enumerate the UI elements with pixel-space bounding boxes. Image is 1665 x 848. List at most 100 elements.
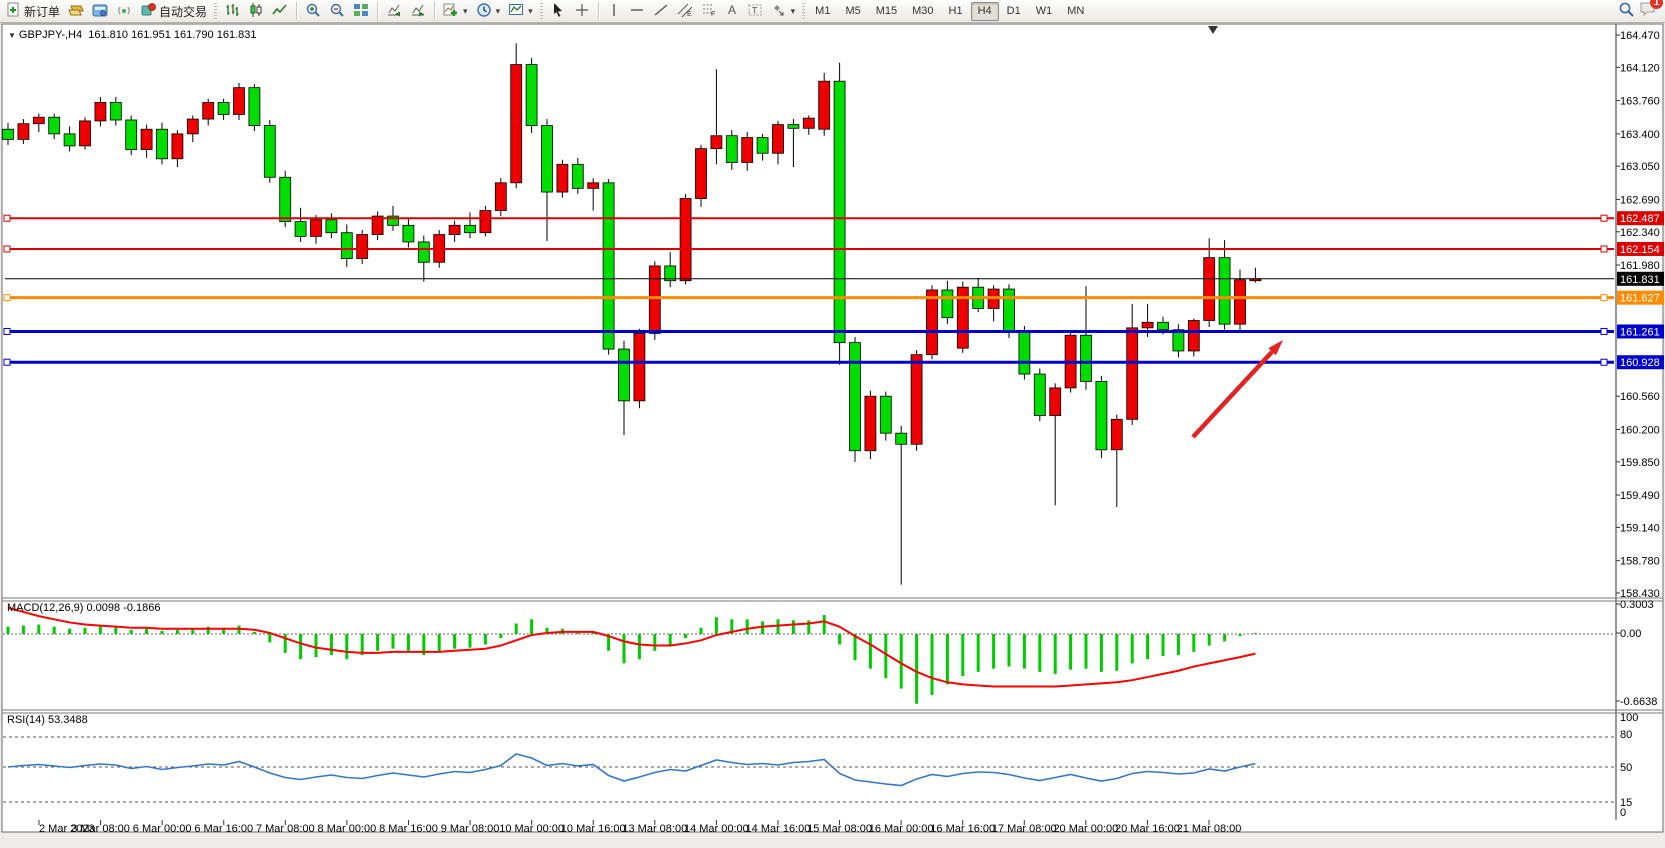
chart-shift-button[interactable] [406,1,430,22]
timeframe-m15[interactable]: M15 [869,2,904,21]
trendline-button[interactable] [649,1,673,22]
candle-body [1095,381,1108,451]
line-end-marker[interactable] [3,245,11,253]
price-tick-label: 159.850 [1620,457,1660,469]
price-badge [1617,271,1664,286]
line-end-marker[interactable] [3,358,11,366]
candle-body [32,116,45,125]
line-end-marker[interactable] [3,214,11,222]
zoom-out-button[interactable] [325,1,349,22]
indicators-button[interactable]: ▾ [439,1,472,22]
cursor-button[interactable] [546,1,570,22]
price-badge-label: 161.261 [1620,326,1660,338]
line-end-marker[interactable] [3,327,11,335]
timeframe-mn[interactable]: MN [1060,2,1091,21]
label-button[interactable]: T [743,1,767,22]
trendline-icon [653,2,669,21]
candle-body [1234,279,1246,325]
hline-button[interactable] [625,1,649,22]
timeframe-m5[interactable]: M5 [838,2,867,21]
rsi-name: RSI(14) [7,714,45,726]
candlestick-button[interactable] [244,1,268,22]
date-tick-label: 6 Mar 16:00 [194,823,253,835]
candle-body [818,80,831,130]
candle-body [587,182,600,189]
macd-value-signal: -0.1866 [123,602,161,614]
candle-body [125,119,138,150]
candle-body [802,117,815,129]
shapes-button[interactable]: ▾ [767,1,800,22]
terminal-button[interactable] [88,1,112,22]
new-order-icon [6,2,21,20]
bar-chart-button[interactable] [220,1,244,22]
tile-windows-button[interactable] [349,1,373,22]
arrow-head[interactable] [1268,340,1283,356]
macd-scale-label: -0.6638 [1620,696,1657,708]
candle-body [571,163,584,189]
date-tick-label: 10 Mar 00:00 [499,823,564,835]
chart-canvas[interactable]: 164.470 164.120 163.760 163.400 163.050 162.6… [0,23,1665,843]
line-end-marker[interactable] [1600,327,1608,335]
timeframe-w1[interactable]: W1 [1029,2,1060,21]
price-axis[interactable]: 164.470 164.120 163.760 163.400 163.050 162.6… [1616,30,1664,600]
indicators-icon [443,2,459,21]
candle-body [494,182,507,211]
price-badge-label: 160.928 [1620,357,1660,369]
zoom-in-button[interactable] [301,1,325,22]
chart-region: 164.470 164.120 163.760 163.400 163.050 162.6… [0,23,1665,843]
text-icon: A [725,2,739,21]
macd-name: MACD(12,26,9) [7,602,84,614]
line-chart-button[interactable] [268,1,292,22]
price-tick-label: 159.490 [1620,490,1660,502]
periods-button[interactable]: ▾ [472,1,505,22]
candle-body [371,215,384,235]
auto-scroll-button[interactable] [382,1,406,22]
line-end-marker[interactable] [1600,245,1608,253]
line-end-marker[interactable] [1600,294,1608,302]
vline-button[interactable] [603,1,625,22]
arrow-shaft[interactable] [1191,350,1274,439]
timeframe-m1[interactable]: M1 [808,2,837,21]
price-badge [1617,355,1664,370]
crosshair-button[interactable] [570,1,594,22]
chat-button[interactable]: 1 [1639,0,1663,22]
date-tick-label: 13 Mar 08:00 [622,823,687,835]
timeframe-h1[interactable]: H1 [942,2,970,21]
line-end-marker[interactable] [1600,358,1608,366]
new-order-button[interactable]: 新订单 [2,1,64,22]
line-end-marker[interactable] [3,294,11,302]
zoom-in-icon [305,2,321,21]
candle-body [1187,320,1200,352]
price-badge [1617,290,1664,305]
templates-button[interactable]: ▾ [504,1,537,22]
timeframe-d1[interactable]: D1 [1000,2,1028,21]
candle-body [741,137,754,163]
candle-body [217,102,230,115]
toolbar-grip [539,3,543,19]
candle-body [1080,334,1092,382]
candle-body [63,133,76,147]
candle-body [263,125,276,178]
candle-body [109,102,122,121]
ohlc-open: 161.810 [88,29,128,41]
timeframe-m30[interactable]: M30 [905,2,940,21]
annotation-arrow[interactable] [1191,340,1283,439]
candle-body [525,64,538,126]
candle-body [310,219,322,237]
hline-icon [629,2,645,21]
candle-body [294,221,307,237]
search-button[interactable] [1614,1,1639,22]
fibonacci-button[interactable]: F [697,1,721,22]
autotrading-button[interactable]: 自动交易 [136,1,211,22]
line-end-marker[interactable] [1600,214,1608,222]
search-icon [1618,1,1635,21]
signal-button[interactable] [112,1,136,22]
text-button[interactable]: A [721,1,743,22]
channel-button[interactable]: E [673,1,697,22]
accounts-button[interactable] [64,1,88,22]
timeframe-h4[interactable]: H4 [970,1,999,21]
collapse-triangle-icon[interactable]: ▼ [8,31,16,40]
macd-panel: 0.3003 0.00 -0.6638 [3,599,1657,708]
date-tick-label: 20 Mar 00:00 [1053,823,1118,835]
